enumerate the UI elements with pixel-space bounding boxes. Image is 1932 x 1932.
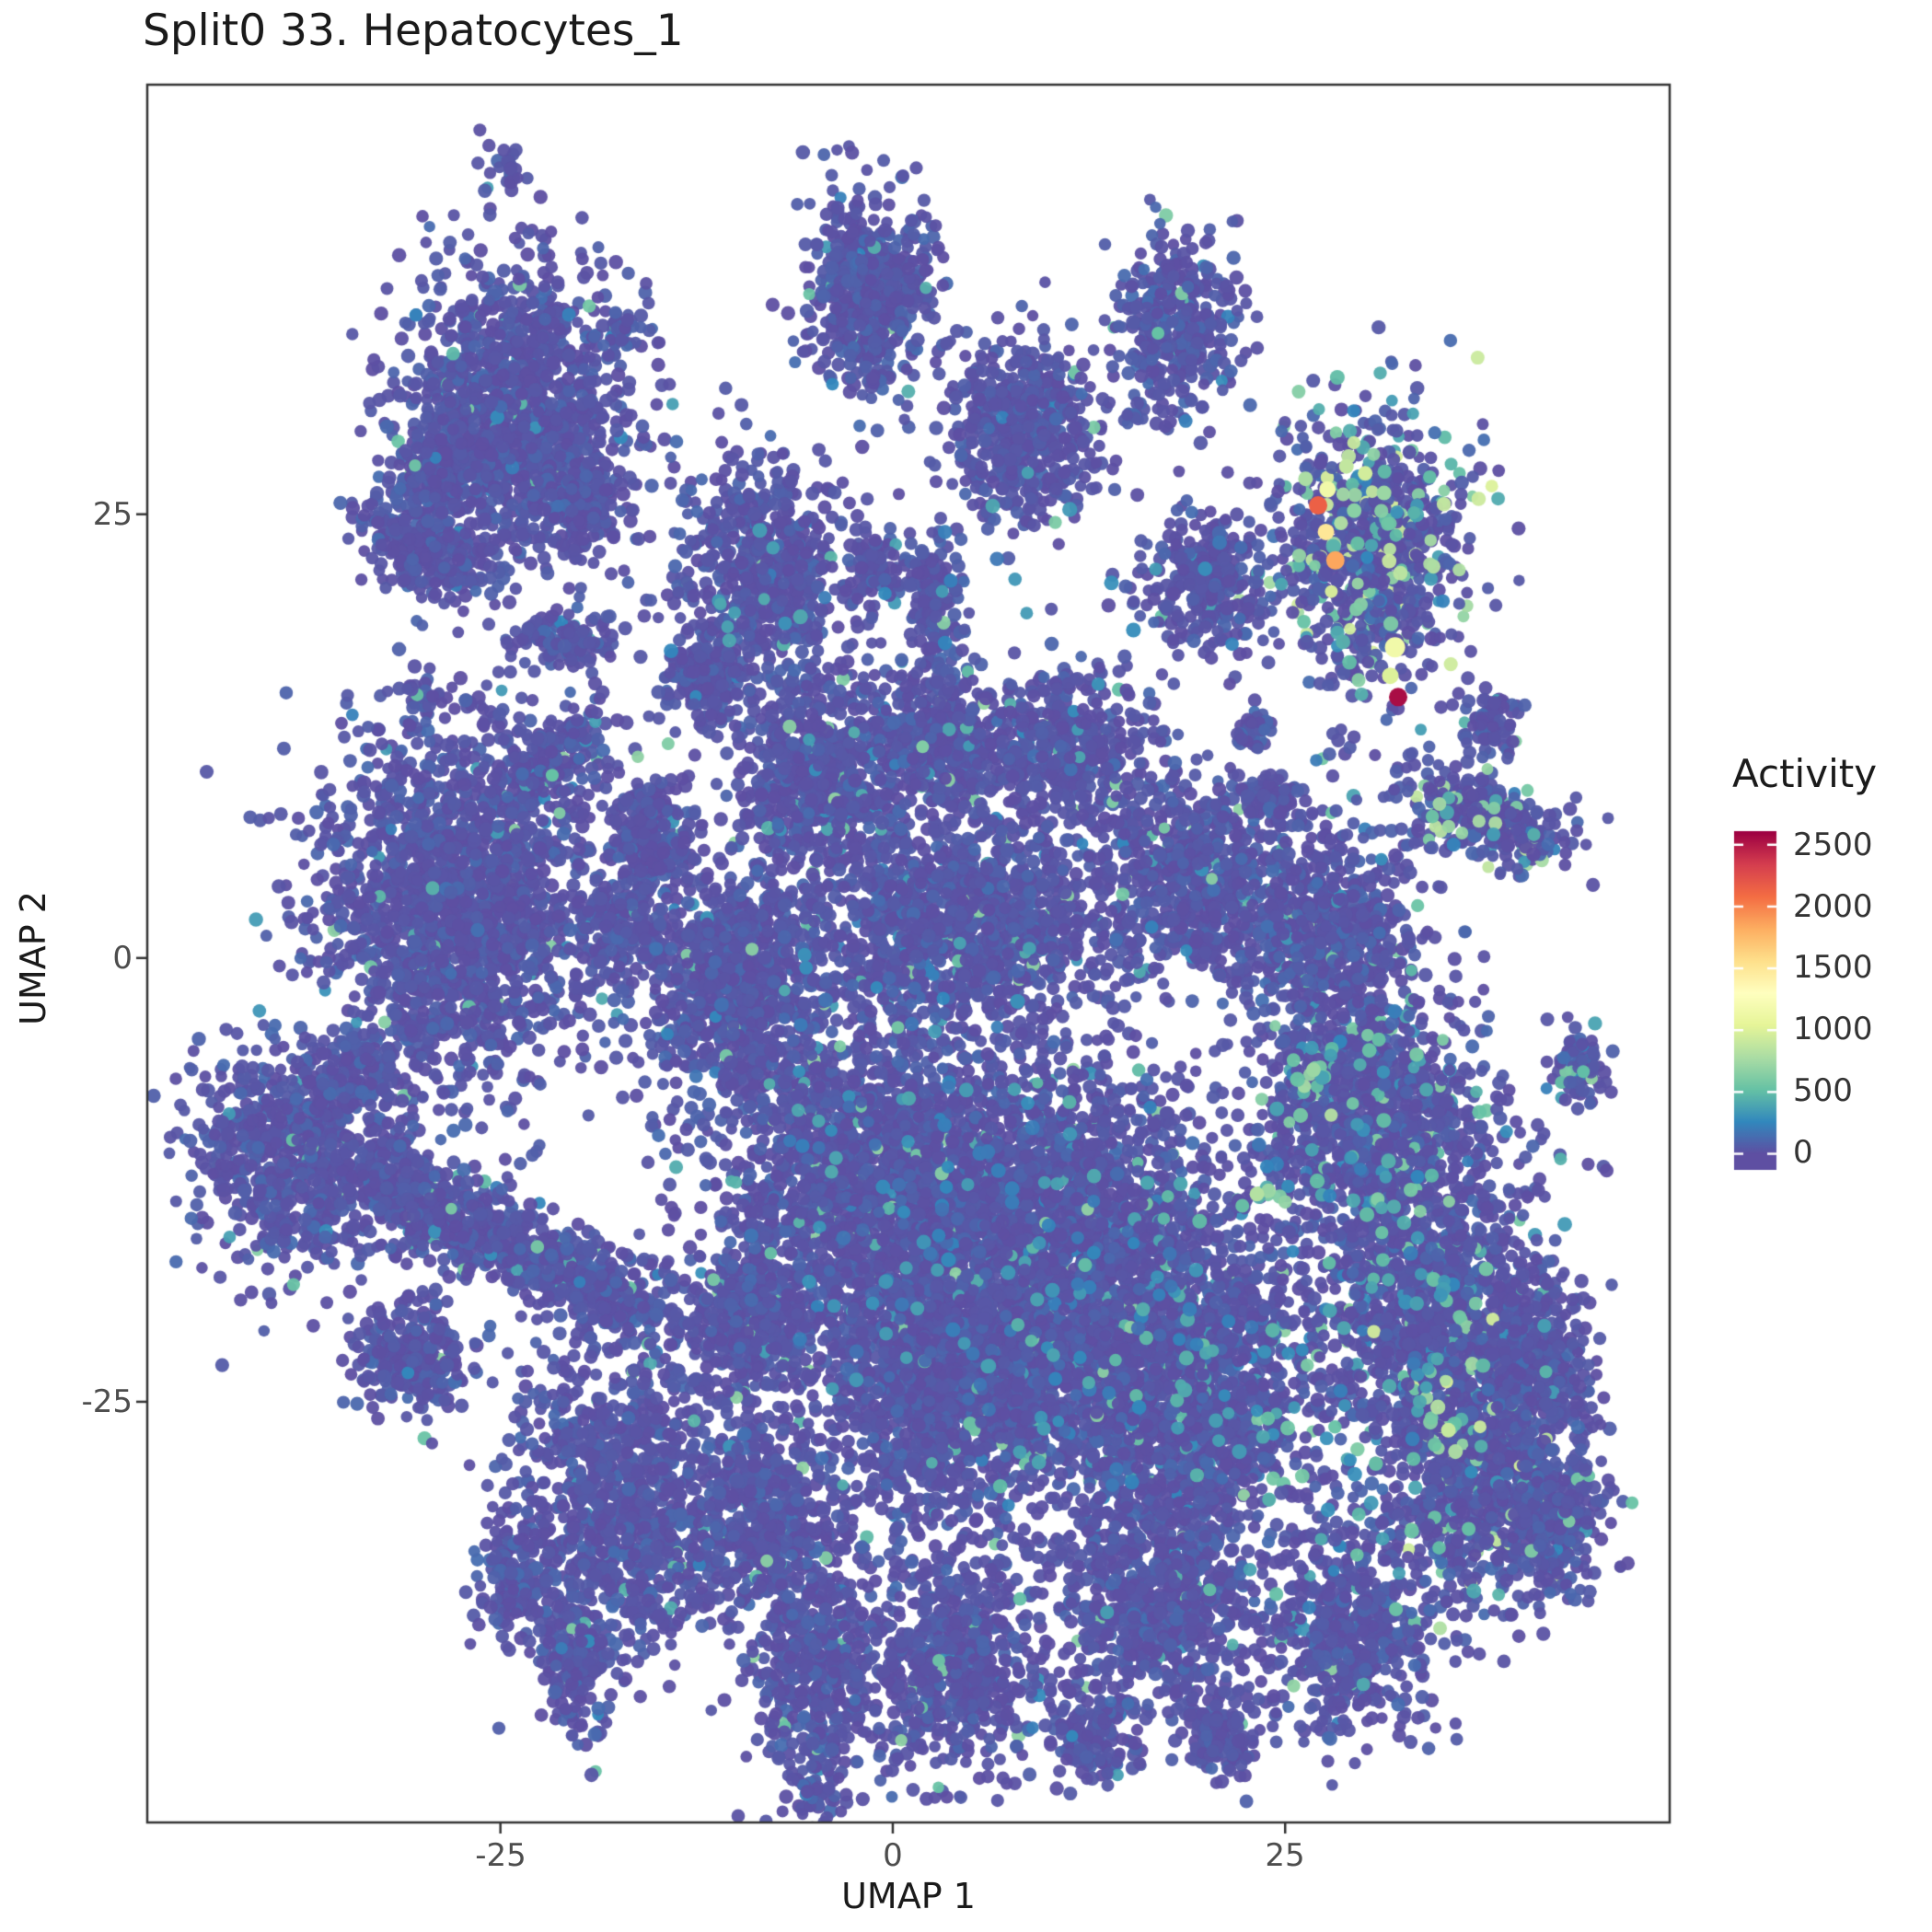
- legend-tick-label: 2000: [1793, 888, 1873, 925]
- x-tick-label: -25: [475, 1837, 526, 1874]
- x-tick-label: 25: [1265, 1837, 1305, 1874]
- legend-tick-label: 2500: [1793, 827, 1873, 863]
- y-tick-label: 0: [112, 940, 133, 977]
- y-tick-label: 25: [92, 496, 133, 533]
- legend-tick-label: 0: [1793, 1134, 1813, 1171]
- plot-title: Split0 33. Hepatocytes_1: [143, 6, 684, 56]
- x-axis-label: UMAP 1: [841, 1876, 976, 1916]
- x-tick-label: 0: [883, 1837, 903, 1874]
- legend-title: Activity: [1732, 751, 1878, 796]
- legend-tick-label: 500: [1793, 1072, 1853, 1109]
- legend-tick-label: 1000: [1793, 1011, 1873, 1047]
- y-tick-label: -25: [81, 1383, 133, 1420]
- legend-tick-label: 1500: [1793, 949, 1873, 986]
